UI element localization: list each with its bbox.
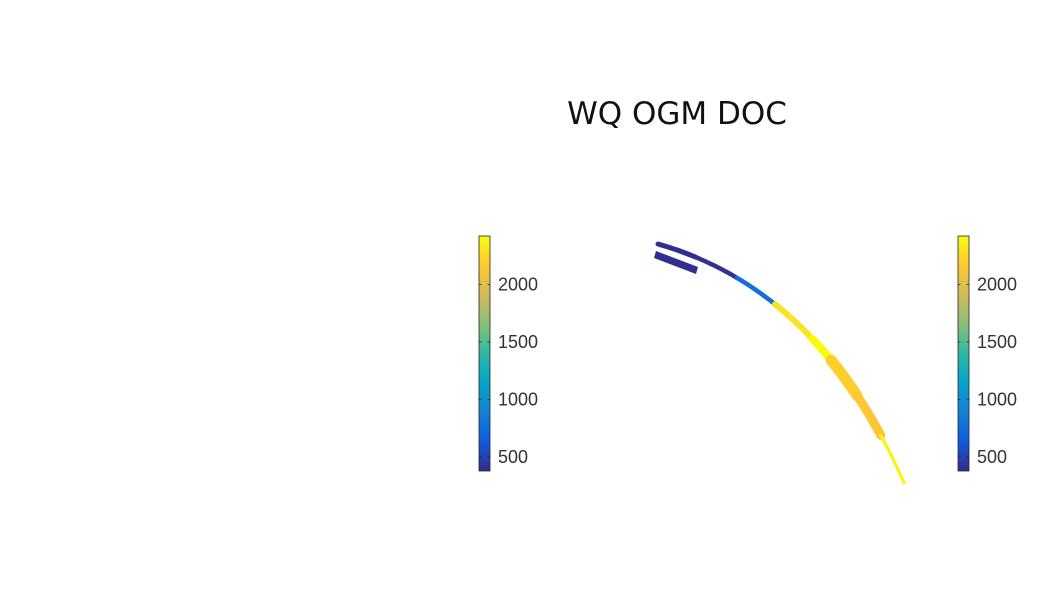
colorbar-left-scale	[478, 235, 491, 472]
map-segment	[879, 433, 906, 485]
colorbar-tick-label: 2000	[498, 274, 538, 294]
map-segment	[852, 391, 886, 440]
map-segment	[693, 254, 740, 281]
map-segment	[772, 301, 816, 343]
chart-title: WQ OGM DOC	[567, 96, 787, 132]
map-plot	[654, 241, 906, 485]
colorbar-right: 500 1000 1500 2000	[957, 235, 1017, 472]
colorbar-left: 500 1000 1500 2000	[478, 235, 538, 472]
colorbar-tick-label: 1000	[498, 390, 538, 410]
colorbar-tick-label: 1500	[498, 332, 538, 352]
colorbar-tick-label: 500	[498, 447, 528, 467]
colorbar-tick-label: 500	[977, 447, 1007, 467]
colorbar-tick-label: 1500	[977, 332, 1017, 352]
colorbar-tick-label: 1000	[977, 390, 1017, 410]
map-segment-block	[654, 251, 698, 274]
map-segment	[655, 241, 699, 260]
colorbar-right-scale	[957, 235, 970, 472]
map-segment	[825, 354, 863, 402]
colorbar-tick-label: 2000	[977, 274, 1017, 294]
map-segment	[734, 275, 778, 307]
